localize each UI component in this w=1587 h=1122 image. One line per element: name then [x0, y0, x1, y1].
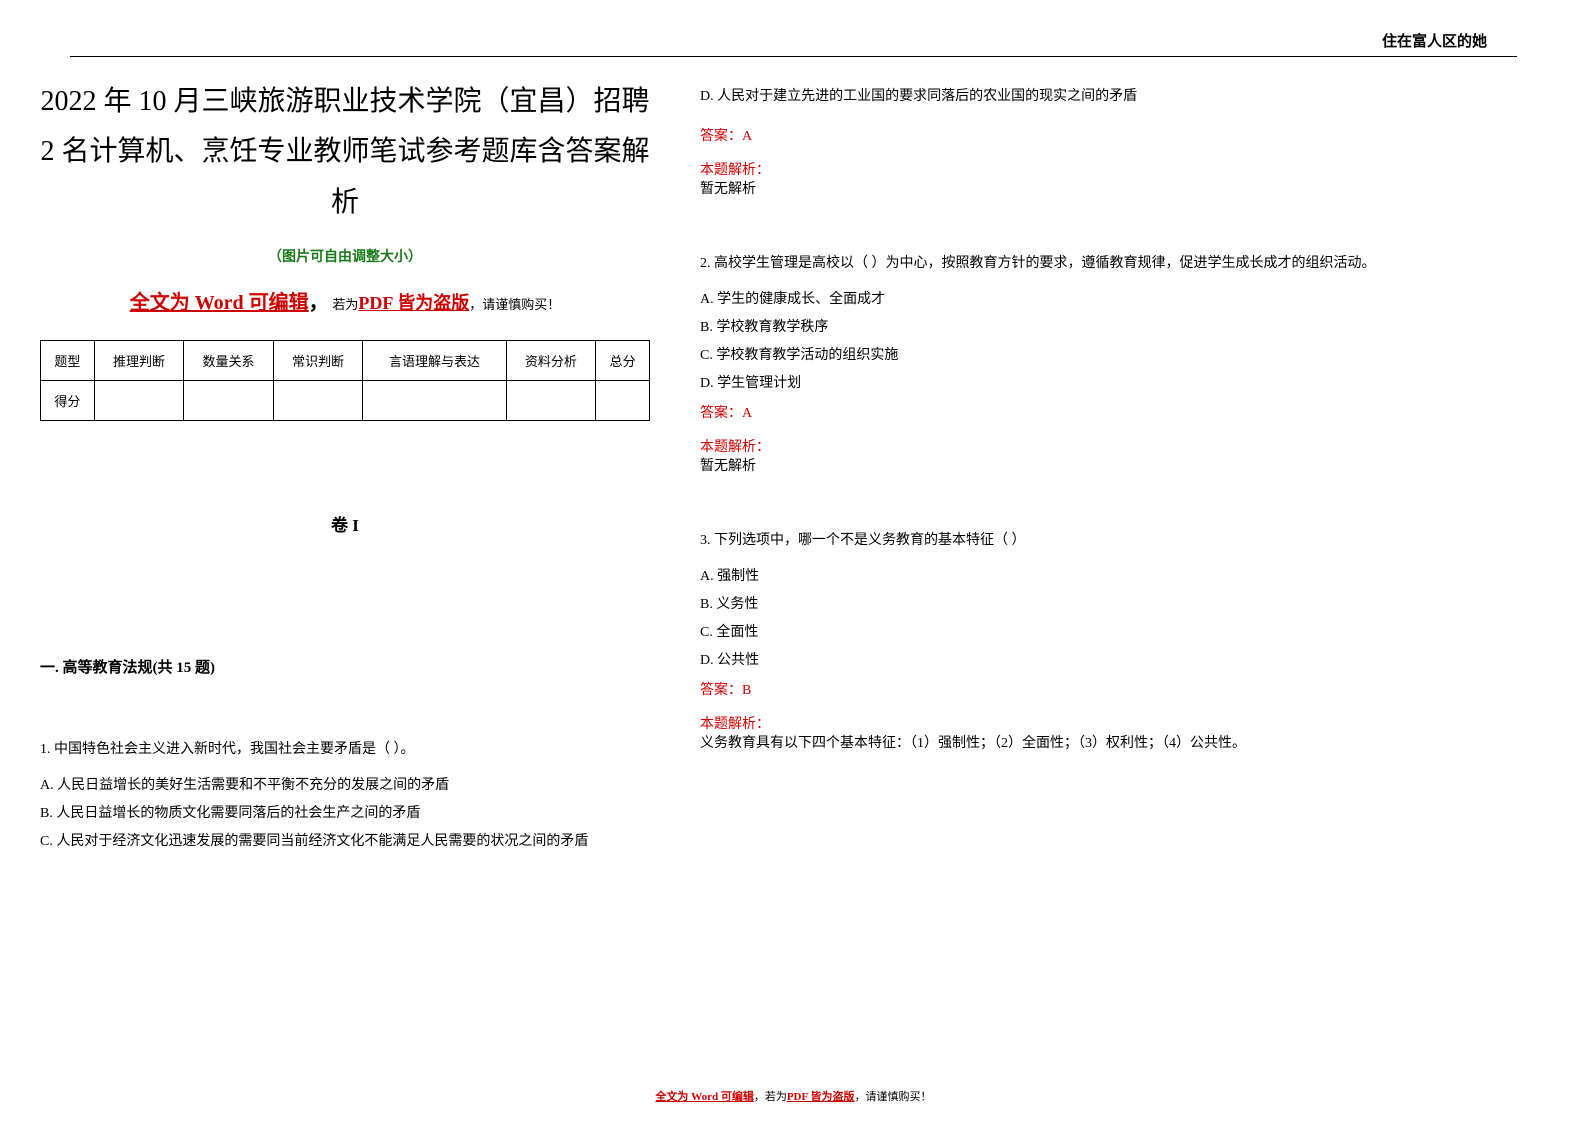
q2-option-d: D. 学生管理计划 [700, 372, 1507, 392]
td-empty [506, 381, 596, 421]
th-data: 资料分析 [506, 341, 596, 381]
q2-option-a: A. 学生的健康成长、全面成才 [700, 288, 1507, 308]
q3-option-d: D. 公共性 [700, 649, 1507, 669]
footer-mid: ，若为 [754, 1091, 787, 1103]
warning-prefix: 若为 [332, 297, 358, 312]
q1-option-b: B. 人民日益增长的物质文化需要同落后的社会生产之间的矛盾 [40, 802, 650, 822]
header-divider [70, 56, 1517, 57]
warning-pdf-pirate: PDF 皆为盗版 [358, 293, 469, 313]
td-empty [363, 381, 506, 421]
left-column: 2022 年 10 月三峡旅游职业技术学院（宜昌）招聘 2 名计算机、烹饪专业教… [40, 77, 650, 895]
right-column: D. 人民对于建立先进的工业国的要求同落后的农业国的现实之间的矛盾 答案：A 本… [700, 77, 1547, 895]
q3-option-c: C. 全面性 [700, 621, 1507, 641]
q3-analysis-text: 义务教育具有以下四个基本特征：（1）强制性；（2）全面性；（3）权利性；（4）公… [700, 733, 1507, 755]
td-empty [184, 381, 274, 421]
warning-comma: ， [309, 292, 329, 314]
th-quantity: 数量关系 [184, 341, 274, 381]
th-reasoning: 推理判断 [94, 341, 184, 381]
two-column-layout: 2022 年 10 月三峡旅游职业技术学院（宜昌）招聘 2 名计算机、烹饪专业教… [40, 77, 1547, 895]
footer-warning: 全文为 Word 可编辑，若为PDF 皆为盗版，请谨慎购买！ [0, 1088, 1587, 1104]
header-author: 住在富人区的她 [40, 30, 1547, 51]
th-type: 题型 [41, 341, 95, 381]
q3-option-a: A. 强制性 [700, 565, 1507, 585]
document-title: 2022 年 10 月三峡旅游职业技术学院（宜昌）招聘 2 名计算机、烹饪专业教… [40, 77, 650, 228]
td-empty [273, 381, 363, 421]
q3-analysis: 本题解析： 义务教育具有以下四个基本特征：（1）强制性；（2）全面性；（3）权利… [700, 713, 1507, 755]
q2-analysis-text: 暂无解析 [700, 456, 1507, 478]
th-verbal: 言语理解与表达 [363, 341, 506, 381]
q3-analysis-label: 本题解析： [700, 713, 1507, 733]
table-score-row: 得分 [41, 381, 650, 421]
score-table: 题型 推理判断 数量关系 常识判断 言语理解与表达 资料分析 总分 得分 [40, 340, 650, 421]
q3-option-b: B. 义务性 [700, 593, 1507, 613]
q2-answer: 答案：A [700, 402, 1507, 422]
q1-answer: 答案：A [700, 125, 1507, 145]
td-score-label: 得分 [41, 381, 95, 421]
warning-suffix: ，请谨慎购买！ [469, 297, 560, 312]
warning-line: 全文为 Word 可编辑， 若为PDF 皆为盗版，请谨慎购买！ [40, 286, 650, 315]
section-heading: 一. 高等教育法规(共 15 题) [40, 656, 650, 677]
q1-option-d: D. 人民对于建立先进的工业国的要求同落后的农业国的现实之间的矛盾 [700, 85, 1507, 105]
footer-tail: ，请谨慎购买！ [855, 1091, 932, 1103]
q2-option-c: C. 学校教育教学活动的组织实施 [700, 344, 1507, 364]
q2-analysis-label: 本题解析： [700, 436, 1507, 456]
th-common: 常识判断 [273, 341, 363, 381]
table-header-row: 题型 推理判断 数量关系 常识判断 言语理解与表达 资料分析 总分 [41, 341, 650, 381]
q1-analysis-text: 暂无解析 [700, 179, 1507, 201]
q2-stem: 2. 高校学生管理是高校以（ ）为中心，按照教育方针的要求，遵循教育规律，促进学… [700, 251, 1507, 278]
q1-stem: 1. 中国特色社会主义进入新时代，我国社会主要矛盾是（ ）。 [40, 737, 650, 764]
td-empty [94, 381, 184, 421]
question-3: 3. 下列选项中，哪一个不是义务教育的基本特征（ ） A. 强制性 B. 义务性… [700, 528, 1507, 755]
warning-word-editable: 全文为 Word 可编辑 [130, 292, 309, 314]
q1-option-c: C. 人民对于经济文化迅速发展的需要同当前经济文化不能满足人民需要的状况之间的矛… [40, 830, 650, 850]
footer-pdf-pirate: PDF 皆为盗版 [787, 1091, 855, 1103]
section-volume: 卷 I [40, 511, 650, 536]
q1-analysis-label: 本题解析： [700, 159, 1507, 179]
question-1: 1. 中国特色社会主义进入新时代，我国社会主要矛盾是（ ）。 A. 人民日益增长… [40, 737, 650, 850]
td-empty [596, 381, 650, 421]
q1-option-a: A. 人民日益增长的美好生活需要和不平衡不充分的发展之间的矛盾 [40, 774, 650, 794]
q2-option-b: B. 学校教育教学秩序 [700, 316, 1507, 336]
q2-analysis: 本题解析： 暂无解析 [700, 436, 1507, 478]
q1-analysis: 本题解析： 暂无解析 [700, 159, 1507, 201]
q3-stem: 3. 下列选项中，哪一个不是义务教育的基本特征（ ） [700, 528, 1507, 555]
footer-word-editable: 全文为 Word 可编辑 [655, 1091, 753, 1103]
question-2: 2. 高校学生管理是高校以（ ）为中心，按照教育方针的要求，遵循教育规律，促进学… [700, 251, 1507, 478]
q3-answer: 答案：B [700, 679, 1507, 699]
th-total: 总分 [596, 341, 650, 381]
subtitle-note: （图片可自由调整大小） [40, 246, 650, 266]
